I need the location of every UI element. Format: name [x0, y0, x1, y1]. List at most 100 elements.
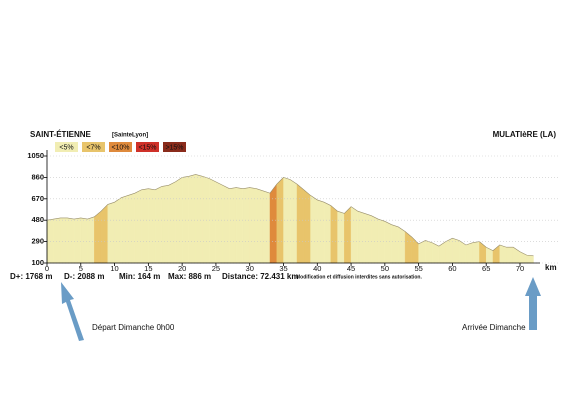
profile-segment [67, 217, 75, 264]
stats: D+: 1768 m D-: 2088 m Min: 164 m Max: 88… [10, 272, 422, 281]
profile-segment [323, 201, 331, 264]
profile-segment [371, 215, 379, 264]
profile-segment [418, 240, 426, 264]
profile-segment [276, 176, 284, 264]
x-tick-label: 20 [178, 264, 186, 273]
start-arrow [61, 282, 84, 341]
profile-segment [364, 213, 372, 264]
stat: D+: 1768 m [10, 272, 52, 281]
legend-label: <15% [138, 144, 156, 151]
x-tick-label: 35 [279, 264, 287, 273]
profile-segment [391, 224, 399, 264]
profile-segment [100, 203, 109, 264]
legend-swatch [55, 142, 78, 152]
profile-segment [452, 237, 460, 264]
legend-label: >15% [165, 144, 183, 151]
profile-segment [256, 188, 264, 264]
profile-segment [168, 181, 176, 264]
profile-segment [215, 181, 223, 264]
profile-segment [526, 254, 534, 264]
profile-segment [472, 241, 480, 264]
profile-segment [337, 210, 345, 264]
y-tick-label: 1050 [27, 151, 44, 160]
profile-segment [114, 197, 122, 264]
x-tick-label: 40 [313, 264, 321, 273]
profile-segment [87, 216, 95, 264]
profile-segment [46, 218, 54, 264]
profile-segment [107, 201, 115, 264]
y-tick-label: 100 [31, 258, 44, 267]
profile-segment [310, 195, 318, 264]
profile-segment [269, 183, 277, 264]
profile-segment [465, 242, 473, 264]
x-tick-label: 50 [381, 264, 389, 273]
profile-segment [188, 174, 196, 264]
profile [46, 174, 534, 264]
x-axis-label: km [545, 263, 557, 272]
profile-segment [222, 184, 230, 264]
x-tick-label: 45 [347, 264, 355, 273]
profile-segment [181, 176, 190, 264]
profile-segment [499, 244, 507, 264]
x-tick-label: 55 [414, 264, 422, 273]
profile-segment [53, 217, 61, 264]
profile-segment [161, 185, 169, 264]
legend-swatch [82, 142, 105, 152]
profile-segment [384, 221, 392, 264]
legend-swatch [136, 142, 159, 152]
x-tick-label: 0 [45, 264, 49, 273]
profile-segment [202, 175, 210, 264]
stat: Min: 164 m [119, 272, 160, 281]
profile-line [46, 174, 534, 257]
profile-segment [80, 217, 88, 264]
end-name: MULATIèRE (LA) [493, 130, 557, 139]
profile-segment [303, 189, 311, 264]
profile-segment [249, 187, 257, 264]
legend-swatch [163, 142, 186, 152]
y-tick-label: 670 [31, 194, 44, 203]
profile-segment [154, 186, 163, 264]
x-tick-label: 10 [110, 264, 118, 273]
profile-segment [445, 237, 453, 264]
profile-segment [425, 240, 433, 264]
annotation: Départ Dimanche 0h00 [92, 323, 175, 332]
profile-segment [208, 178, 217, 264]
profile-segment [195, 174, 203, 264]
profile-segment [290, 179, 298, 264]
profile-segment [134, 189, 142, 264]
profile-segment [121, 195, 129, 264]
x-tick-label: 25 [212, 264, 220, 273]
profile-segment [350, 206, 359, 264]
profile-segment [263, 190, 271, 264]
profile-segment [141, 188, 149, 264]
x-tick-label: 30 [246, 264, 254, 273]
profile-segment [73, 217, 81, 264]
route-name: [SainteLyon] [112, 133, 148, 139]
legend-label: <5% [59, 144, 73, 151]
profile-segment [317, 199, 325, 264]
x-tick-label: 15 [144, 264, 152, 273]
profile-segment [60, 217, 68, 264]
x-tick-label: 65 [482, 264, 490, 273]
profile-segment [357, 210, 365, 264]
profile-segment [398, 226, 406, 264]
profile-segment [344, 206, 352, 264]
stat: Max: 886 m [168, 272, 211, 281]
stat: D-: 2088 m [64, 272, 104, 281]
legend-label: <10% [111, 144, 129, 151]
profile-segment [377, 218, 386, 264]
start-name: SAINT-ÉTIENNE [30, 130, 92, 139]
legend-swatch [109, 142, 132, 152]
profile-segment [94, 210, 102, 264]
profile-segment [296, 183, 304, 264]
profile-segment [330, 205, 338, 264]
x-tick-label: 70 [516, 264, 524, 273]
y-tick-label: 290 [31, 237, 44, 246]
y-tick-label: 860 [31, 172, 44, 181]
x-tick-label: 5 [79, 264, 83, 273]
annotation: Arrivée Dimanche [462, 323, 526, 332]
profile-segment [506, 247, 514, 264]
profile-segment [127, 192, 136, 264]
x-tick-label: 60 [448, 264, 456, 273]
